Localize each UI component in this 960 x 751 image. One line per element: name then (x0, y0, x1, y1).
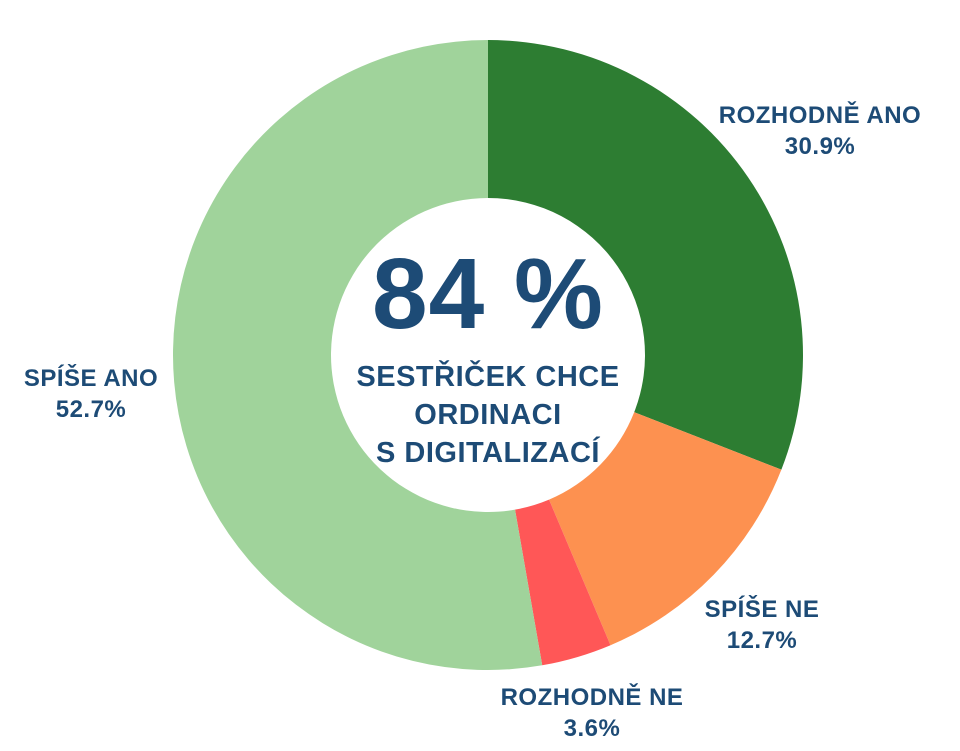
label-rozhodne-ne-text: ROZHODNĚ NE (500, 684, 684, 711)
label-spise-ne-pct: 12.7% (726, 627, 798, 654)
donut-segment-sp-e-ne (549, 412, 782, 646)
label-spise-ano: SPÍŠE ANO 52.7% (24, 363, 158, 425)
label-rozhodne-ano: ROZHODNĚ ANO 30.9% (719, 100, 921, 162)
center-text-line-3: S DIGITALIZACÍ (376, 437, 600, 469)
donut-segment-rozhodn-ano (488, 40, 803, 470)
donut-segment-sp-e-ano (173, 40, 543, 670)
label-spise-ano-pct: 52.7% (55, 396, 127, 423)
label-rozhodne-ne-pct: 3.6% (563, 715, 621, 742)
label-rozhodne-ano-text: ROZHODNĚ ANO (718, 102, 922, 129)
center-text-line-1: SESTŘIČEK CHCE (356, 361, 620, 393)
label-spise-ne: SPÍŠE NE 12.7% (705, 594, 820, 656)
donut-segment-rozhodn-ne (515, 499, 611, 666)
label-rozhodne-ne: ROZHODNĚ NE 3.6% (501, 682, 684, 744)
center-text-line-2: ORDINACI (414, 399, 562, 431)
label-spise-ne-text: SPÍŠE NE (704, 596, 820, 623)
headline-percentage: 84 % (372, 238, 604, 350)
label-rozhodne-ano-pct: 30.9% (784, 133, 856, 160)
donut-center-text: 84 % SESTŘIČEK CHCE ORDINACI S DIGITALIZ… (333, 244, 643, 472)
label-spise-ano-text: SPÍŠE ANO (23, 365, 159, 392)
